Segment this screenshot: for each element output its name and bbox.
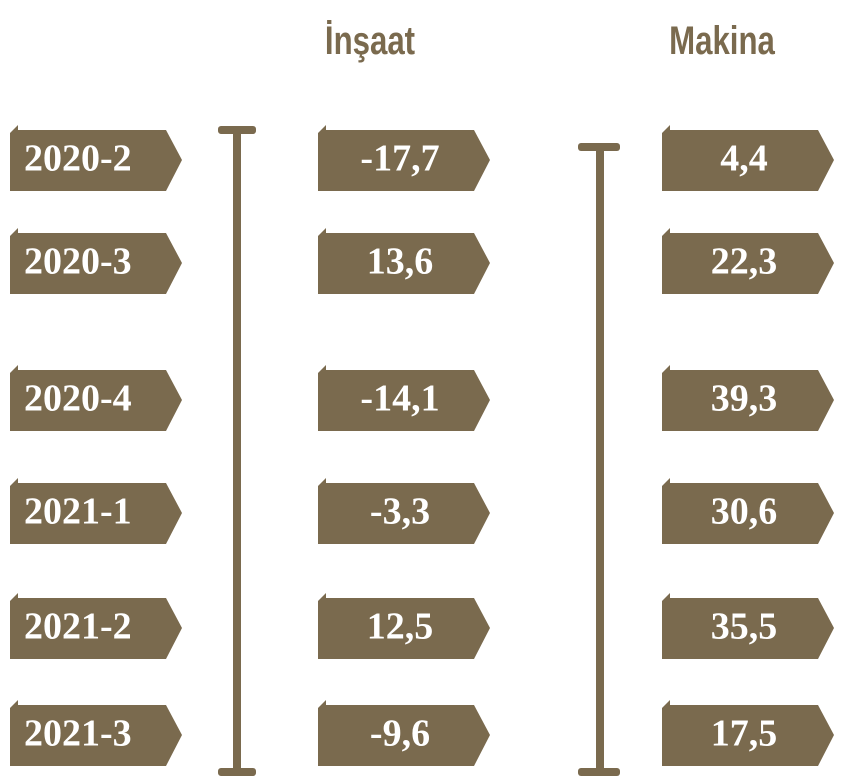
tag bbox=[318, 478, 490, 544]
period-label: 2020-3 bbox=[24, 241, 132, 283]
tag bbox=[662, 125, 834, 191]
period-label: 2020-2 bbox=[24, 138, 132, 180]
timeline-cap bbox=[218, 126, 256, 134]
tag bbox=[10, 365, 182, 431]
tag bbox=[662, 700, 834, 766]
value-label: -17,7 bbox=[360, 138, 439, 180]
tag bbox=[662, 593, 834, 659]
value-label: 22,3 bbox=[711, 241, 778, 283]
value-label: 39,3 bbox=[711, 378, 778, 420]
value-label: 12,5 bbox=[367, 606, 434, 648]
tag bbox=[10, 593, 182, 659]
period-label: 2021-3 bbox=[24, 713, 132, 755]
timeline-bar bbox=[596, 147, 604, 776]
period-label: 2020-4 bbox=[24, 378, 132, 420]
value-label: 13,6 bbox=[367, 241, 434, 283]
value-label: 17,5 bbox=[711, 713, 778, 755]
period-label: 2021-1 bbox=[24, 491, 132, 533]
value-label: -14,1 bbox=[360, 378, 439, 420]
tag bbox=[10, 478, 182, 544]
tag bbox=[662, 228, 834, 294]
tag bbox=[10, 228, 182, 294]
column-header: Makina bbox=[669, 18, 776, 63]
value-label: 35,5 bbox=[711, 606, 778, 648]
tag bbox=[662, 478, 834, 544]
value-label: 30,6 bbox=[711, 491, 778, 533]
tag bbox=[10, 700, 182, 766]
value-label: 4,4 bbox=[720, 138, 768, 180]
tag bbox=[318, 228, 490, 294]
value-label: -3,3 bbox=[370, 491, 430, 533]
timeline bbox=[218, 126, 620, 776]
tag bbox=[10, 125, 182, 191]
tag bbox=[318, 125, 490, 191]
value-label: -9,6 bbox=[370, 713, 430, 755]
period-label: 2021-2 bbox=[24, 606, 132, 648]
rows: 2020-2 -17,7 4,4 2020-3 13,6 22,3 2020-4 -14,1 3… bbox=[10, 125, 834, 766]
timeline-cap bbox=[578, 768, 620, 776]
timeline-cap bbox=[578, 143, 620, 151]
tag bbox=[318, 700, 490, 766]
tag bbox=[318, 593, 490, 659]
timeline-bar bbox=[233, 130, 241, 776]
column-header: İnşaat bbox=[325, 18, 415, 63]
tag bbox=[318, 365, 490, 431]
tag bbox=[662, 365, 834, 431]
timeline-cap bbox=[218, 768, 256, 776]
